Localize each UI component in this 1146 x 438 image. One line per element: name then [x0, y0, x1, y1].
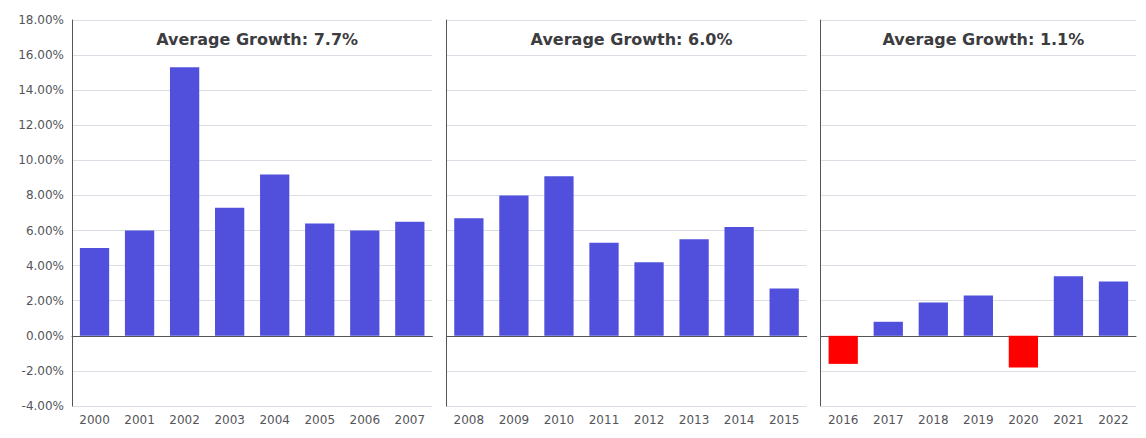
- svg-text:2018: 2018: [918, 413, 949, 427]
- svg-text:2003: 2003: [214, 413, 245, 427]
- svg-text:2002: 2002: [169, 413, 200, 427]
- svg-text:2019: 2019: [963, 413, 994, 427]
- svg-text:2006: 2006: [350, 413, 381, 427]
- svg-text:2012: 2012: [634, 413, 665, 427]
- svg-text:Average Growth: 6.0%: Average Growth: 6.0%: [531, 30, 733, 49]
- svg-text:2004: 2004: [259, 413, 290, 427]
- svg-text:2015: 2015: [769, 413, 800, 427]
- svg-text:14.00%: 14.00%: [18, 83, 64, 97]
- svg-text:4.00%: 4.00%: [26, 259, 64, 273]
- svg-text:Average Growth: 7.7%: Average Growth: 7.7%: [156, 30, 358, 49]
- svg-text:0.00%: 0.00%: [26, 329, 64, 343]
- svg-text:10.00%: 10.00%: [18, 153, 64, 167]
- svg-text:2021: 2021: [1053, 413, 1084, 427]
- svg-text:2016: 2016: [828, 413, 859, 427]
- svg-text:8.00%: 8.00%: [26, 188, 64, 202]
- svg-text:6.00%: 6.00%: [26, 224, 64, 238]
- svg-text:2013: 2013: [679, 413, 710, 427]
- svg-text:-4.00%: -4.00%: [22, 399, 64, 413]
- svg-text:2001: 2001: [124, 413, 155, 427]
- svg-text:2010: 2010: [544, 413, 575, 427]
- svg-text:2007: 2007: [395, 413, 426, 427]
- svg-text:2008: 2008: [454, 413, 485, 427]
- svg-text:2000: 2000: [79, 413, 110, 427]
- svg-text:-2.00%: -2.00%: [22, 364, 64, 378]
- svg-text:18.00%: 18.00%: [18, 13, 64, 27]
- svg-text:16.00%: 16.00%: [18, 48, 64, 62]
- svg-text:2014: 2014: [724, 413, 755, 427]
- svg-text:Average Growth: 1.1%: Average Growth: 1.1%: [882, 30, 1084, 49]
- svg-text:2017: 2017: [873, 413, 904, 427]
- svg-text:2011: 2011: [589, 413, 620, 427]
- svg-text:2005: 2005: [304, 413, 335, 427]
- svg-text:2022: 2022: [1098, 413, 1129, 427]
- svg-text:12.00%: 12.00%: [18, 118, 64, 132]
- svg-text:2020: 2020: [1008, 413, 1039, 427]
- svg-text:2009: 2009: [499, 413, 530, 427]
- svg-text:2.00%: 2.00%: [26, 294, 64, 308]
